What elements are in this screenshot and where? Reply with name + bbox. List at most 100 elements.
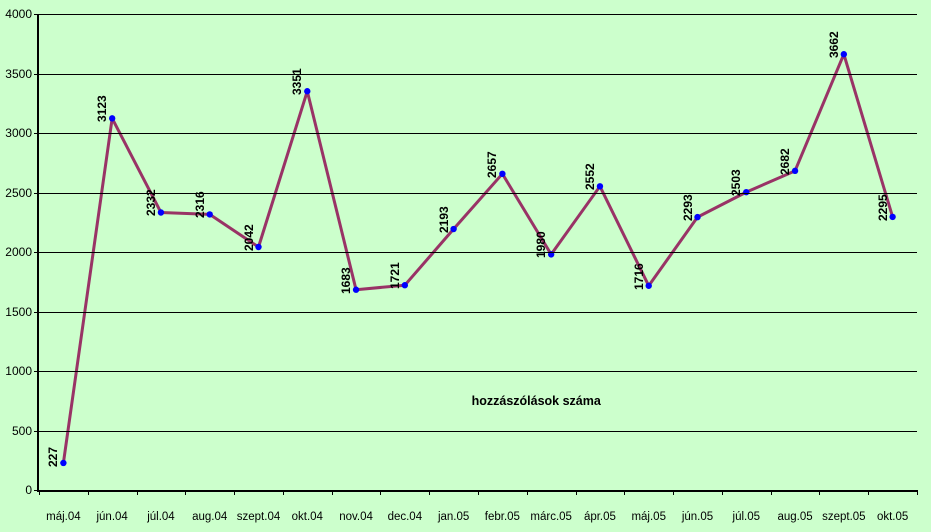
data-point-marker: [206, 211, 213, 218]
x-axis-tick-label: okt.05: [876, 511, 909, 523]
x-axis-tick-label: szept.05: [822, 511, 866, 523]
data-point-label: 1683: [339, 267, 354, 294]
x-axis-tick-mark: [721, 490, 723, 495]
y-axis-tick-mark: [34, 192, 39, 194]
x-axis-tick-label: aug.04: [192, 511, 228, 523]
x-axis-tick-label: okt.04: [291, 511, 323, 523]
x-axis-tick-label: aug.05: [777, 511, 813, 523]
y-axis-tick-label: 2500: [5, 185, 32, 200]
data-point-label: 2332: [143, 189, 158, 217]
data-point-label: 2293: [680, 194, 695, 222]
x-axis-tick-label: jún.05: [681, 511, 714, 523]
data-point-marker: [743, 188, 750, 196]
data-point-label: 3351: [290, 68, 305, 96]
data-point-marker: [889, 213, 896, 221]
x-axis-tick-mark: [673, 490, 675, 495]
data-point-label: 1721: [387, 262, 402, 290]
x-axis-tick-mark: [819, 490, 821, 495]
x-axis-tick-label: jún.04: [96, 511, 128, 523]
data-point-label: 2316: [192, 191, 207, 219]
y-axis-tick-mark: [34, 311, 39, 313]
x-axis-tick-mark: [136, 490, 138, 495]
x-axis-tick-mark: [234, 490, 236, 495]
x-axis-tick-label: dec.04: [387, 511, 423, 523]
x-axis-tick-mark: [526, 490, 528, 495]
data-point-marker: [304, 88, 311, 95]
gridline: [39, 192, 917, 194]
data-point-label: 2042: [241, 224, 256, 251]
data-point-marker: [499, 170, 506, 178]
data-point-marker: [255, 243, 262, 251]
data-point-marker: [840, 51, 848, 58]
x-axis-tick-mark: [478, 490, 479, 495]
data-series-layer: [60, 51, 896, 467]
gridline: [39, 252, 917, 253]
x-axis-tick-mark: [624, 490, 626, 495]
y-axis-tick-label: 3000: [5, 126, 32, 140]
gridline: [39, 133, 917, 134]
x-axis-tick-label: febr.05: [484, 511, 520, 523]
gridline: [39, 73, 917, 75]
data-point-marker: [596, 183, 604, 190]
data-point-label: 2295: [875, 194, 890, 221]
data-point-marker: [352, 286, 360, 293]
x-axis-tick-mark: [917, 490, 918, 495]
y-axis-tick-label: 2000: [5, 245, 32, 259]
x-axis-tick-mark: [868, 490, 870, 495]
y-axis-tick-mark: [34, 133, 39, 134]
data-point-label: 2193: [436, 206, 451, 234]
x-axis-tick-label: máj.05: [631, 511, 666, 523]
x-axis-tick-mark: [429, 490, 431, 495]
y-axis-tick-mark: [34, 252, 39, 253]
y-axis-tick-label: 1500: [5, 304, 32, 319]
data-point-marker: [791, 167, 799, 175]
data-point-marker: [157, 209, 165, 216]
x-axis-tick-mark: [87, 490, 89, 495]
gridline: [39, 430, 917, 432]
x-axis-tick-label: szept.04: [236, 511, 281, 523]
data-point-label: 2552: [582, 163, 597, 191]
x-axis-tick-label: júl.05: [732, 511, 761, 523]
x-axis-tick-label: márc.05: [530, 511, 572, 523]
data-point-marker: [450, 225, 457, 233]
y-axis-tick-label: 3500: [5, 66, 32, 81]
y-axis-tick-label: 500: [11, 423, 32, 438]
data-point-label: 2657: [485, 151, 500, 178]
x-axis-tick-mark: [185, 490, 187, 495]
series-line: [61, 52, 895, 464]
data-point-label: 3662: [826, 31, 841, 59]
y-axis-tick-mark: [34, 371, 39, 372]
x-axis-tick-mark: [331, 490, 333, 495]
x-axis-tick-label: máj.04: [46, 511, 81, 523]
x-axis-tick-label: jan.05: [437, 511, 470, 523]
y-axis-tick-label: 1000: [5, 364, 32, 378]
data-point-marker: [60, 459, 67, 467]
y-axis-tick-mark: [34, 73, 39, 75]
y-axis-tick-mark: [34, 14, 39, 15]
x-axis-tick-mark: [770, 490, 772, 495]
data-point-marker: [694, 213, 701, 221]
y-axis-tick-label: 0: [25, 483, 32, 497]
data-point-label: 1980: [534, 231, 549, 259]
chart-annotation: hozzászólások száma: [471, 393, 601, 408]
data-point-label: 2682: [778, 148, 793, 175]
x-axis-tick-mark: [380, 490, 382, 495]
data-point-label: 3123: [95, 95, 110, 123]
data-point-label: 1716: [631, 263, 646, 290]
data-point-marker: [401, 282, 409, 289]
y-axis-tick-mark: [34, 490, 39, 491]
plot-area: hozzászólások száma 0 500 1000 1500 2000 2500…: [5, 8, 918, 523]
gridline: [39, 371, 917, 372]
data-point-label: 227: [46, 446, 61, 467]
y-axis-tick-mark: [34, 430, 39, 432]
x-axis-tick-mark: [39, 490, 40, 495]
x-axis-tick-label: ápr.05: [583, 511, 616, 523]
x-axis-tick-label: nov.04: [339, 511, 373, 523]
data-point-label: 2503: [729, 169, 744, 197]
y-axis-tick-label: 4000: [5, 7, 32, 21]
data-point-marker: [108, 115, 116, 122]
x-axis-tick-mark: [282, 490, 284, 495]
gridline: [39, 14, 917, 15]
x-axis-tick-mark: [575, 490, 577, 495]
